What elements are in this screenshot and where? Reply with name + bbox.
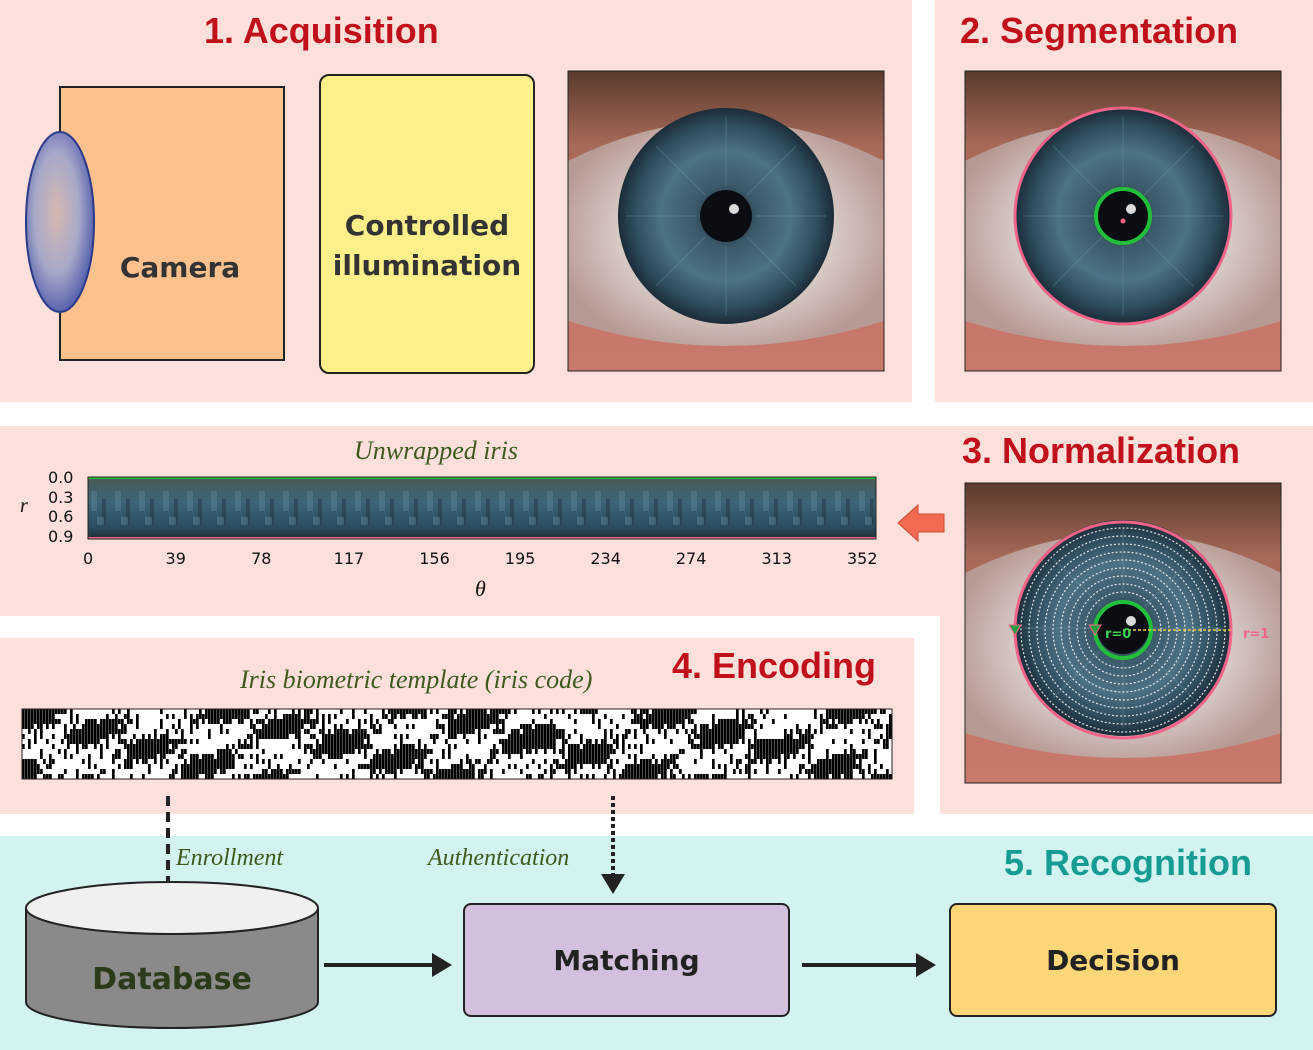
authentication-arrow (601, 796, 625, 894)
authentication-label: Authentication (428, 845, 570, 871)
r1-label: r=1 (1243, 627, 1270, 642)
r-tick-1: 0.3 (48, 488, 74, 507)
theta-tick-39: 39 (165, 549, 186, 568)
stage-title-encoding: 4. Encoding (672, 645, 877, 686)
illumination-label-line2: illumination (332, 249, 522, 282)
camera-label: Camera (119, 251, 241, 284)
theta-tick-117: 117 (333, 549, 365, 568)
matching-to-decision-arrow (802, 953, 936, 977)
segmentation-eye-image (964, 70, 1282, 372)
normalization-eye-image (964, 482, 1282, 784)
theta-tick-234: 234 (590, 549, 621, 568)
unwrapped-iris-strip (87, 476, 877, 540)
camera-lens-icon (25, 131, 95, 313)
illumination-label-line1: Controlled (344, 209, 510, 242)
theta-tick-78: 78 (251, 549, 272, 568)
stage-title-acquisition: 1. Acquisition (204, 10, 439, 51)
white-gap (0, 616, 940, 638)
stage-title-recognition: 5. Recognition (1004, 842, 1253, 883)
theta-tick-352: 352 (847, 549, 878, 568)
stage-title-normalization: 3. Normalization (962, 430, 1241, 471)
r-tick-3: 0.9 (48, 527, 74, 546)
camera-box (59, 86, 285, 361)
r-axis-label: r (20, 495, 28, 517)
database-to-matching-arrow (324, 953, 452, 977)
unwrapped-title: Unwrapped iris (354, 436, 518, 465)
theta-tick-274: 274 (675, 549, 707, 568)
r-tick-0: 0.0 (48, 468, 74, 487)
normalization-arrow-icon (897, 503, 945, 543)
matching-box: Matching (463, 903, 790, 1017)
r-tick-2: 0.6 (48, 507, 74, 526)
database-icon (25, 881, 319, 1029)
iris-code-image (21, 708, 893, 780)
database-label: Database (92, 962, 252, 997)
iris-code-title: Iris biometric template (iris code) (240, 665, 593, 694)
theta-tick-195: 195 (504, 549, 536, 568)
theta-tick-313: 313 (761, 549, 792, 568)
r0-label: r=0 (1105, 627, 1132, 642)
theta-tick-156: 156 (419, 549, 450, 568)
enrollment-label: Enrollment (176, 845, 284, 871)
stage-title-segmentation: 2. Segmentation (960, 10, 1239, 51)
theta-tick-0: 0 (83, 549, 94, 568)
iris-boundary-circle (1013, 106, 1233, 326)
pupil-boundary-circle (1094, 187, 1152, 245)
illumination-box (319, 74, 535, 374)
acquisition-eye-image (567, 70, 885, 372)
theta-axis-label: θ (475, 576, 486, 601)
decision-box: Decision (949, 903, 1277, 1017)
